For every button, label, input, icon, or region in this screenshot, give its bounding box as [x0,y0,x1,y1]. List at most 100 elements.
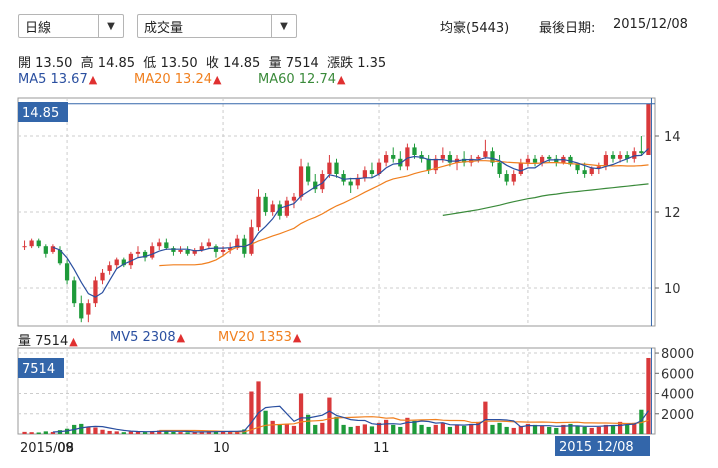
candle-body [291,196,297,201]
candle-body [341,174,346,182]
candle-body [43,246,48,254]
candle-body [79,303,84,319]
candle-body [298,166,304,197]
last-date: 2015/12/08 [613,17,688,32]
volume-bar [532,424,538,434]
volume-bar [625,424,630,434]
candle-body [610,155,616,159]
last-date-tag-text: 2015 12/08 [559,440,634,455]
triangle-up-icon: ▲ [88,73,98,86]
volume-bar [490,424,495,434]
volume-bar [476,421,481,434]
candle-body [433,158,438,171]
candle-body [185,250,190,254]
volume-bar [497,422,502,434]
candle-body [270,204,275,212]
ma5-text: MA5 13.67 [18,72,88,87]
high-value: 14.85 [97,56,136,71]
candle-body [476,156,481,159]
volume-bar [454,424,460,434]
candle-body [135,251,141,254]
x-axis-label: 2015/08 [20,441,74,456]
volume-bar [384,419,389,434]
candle-body [22,246,27,248]
volume-bar [575,425,580,434]
volume-bar [320,422,325,434]
volume-bar [164,431,169,434]
mv5-line [52,405,649,433]
candle-body [192,250,197,254]
chevron-down-icon[interactable]: ▼ [98,15,123,37]
volume-bar [79,423,84,434]
volume-bar [235,430,240,434]
volume-bar [121,432,126,434]
candle-body [121,259,126,266]
volume-bar [100,429,105,434]
triangle-up-icon: ▲ [292,331,302,344]
volume-bar [341,424,346,434]
candle-body [575,164,580,171]
open-label: 開 [18,56,32,71]
volume-bar [469,423,474,434]
candle-body [29,240,34,247]
candle-body [440,155,445,159]
volume-tick-label: 8000 [661,347,694,362]
triangle-up-icon: ▲ [337,73,346,86]
candle-body [164,242,169,249]
candle-body [632,151,637,159]
volume-bar [206,431,212,434]
volume-bar [270,420,275,434]
volume-bar [483,401,488,434]
volume-bar [256,381,261,434]
triangle-up-icon: ▲ [213,73,222,86]
candle-body [596,166,601,169]
candle-body [228,248,233,250]
volume-bar [447,426,453,434]
candle-body [539,156,545,163]
candle-body [532,158,538,163]
volume-bar [249,391,254,434]
candle-body [511,174,516,182]
volume-bar [554,427,559,434]
quote-line: 開 13.50 高 14.85 低 13.50 收 14.85 量 7514 漲… [18,52,386,71]
low-label: 低 [143,56,157,71]
volume-bar [391,424,396,434]
candle-body [235,238,240,249]
candle-body [504,174,509,182]
candle-body [447,155,453,163]
volume-bar [511,427,516,434]
volume-bar [327,397,332,434]
mv20-line [159,416,649,433]
volume-bar [646,357,651,434]
ma60-text: MA60 12.74 [258,72,336,87]
candle-body [348,181,353,186]
candle-body [603,155,609,167]
candle-body [582,170,587,174]
change-label: 漲跌 [327,56,354,71]
indicator-select[interactable]: 成交量 ▼ [137,14,297,38]
volume-bar [412,420,417,434]
last-price-tag [18,102,68,122]
volume-bar [426,426,431,434]
candle-body [50,246,56,252]
volume-bar [86,426,91,434]
x-axis-label: 10 [213,441,230,456]
mv20-text: MV20 1353 [218,330,292,345]
volume-bar [43,431,48,434]
volume-bar [306,414,311,434]
vol-text: 量 7514 [18,334,69,349]
volume-bar [362,424,367,434]
volume-tick-label: 6000 [661,367,694,382]
x-axis-label: 11 [373,441,390,456]
volume-bar [603,424,609,434]
candle-body [93,280,98,304]
candle-body [391,155,396,159]
candle-body [327,162,332,174]
volume-bar [433,424,438,434]
chevron-down-icon[interactable]: ▼ [271,15,296,37]
candle-body [469,158,474,163]
volume-bar [128,431,134,434]
period-select[interactable]: 日線 ▼ [18,14,124,38]
volume-bar [298,393,304,434]
